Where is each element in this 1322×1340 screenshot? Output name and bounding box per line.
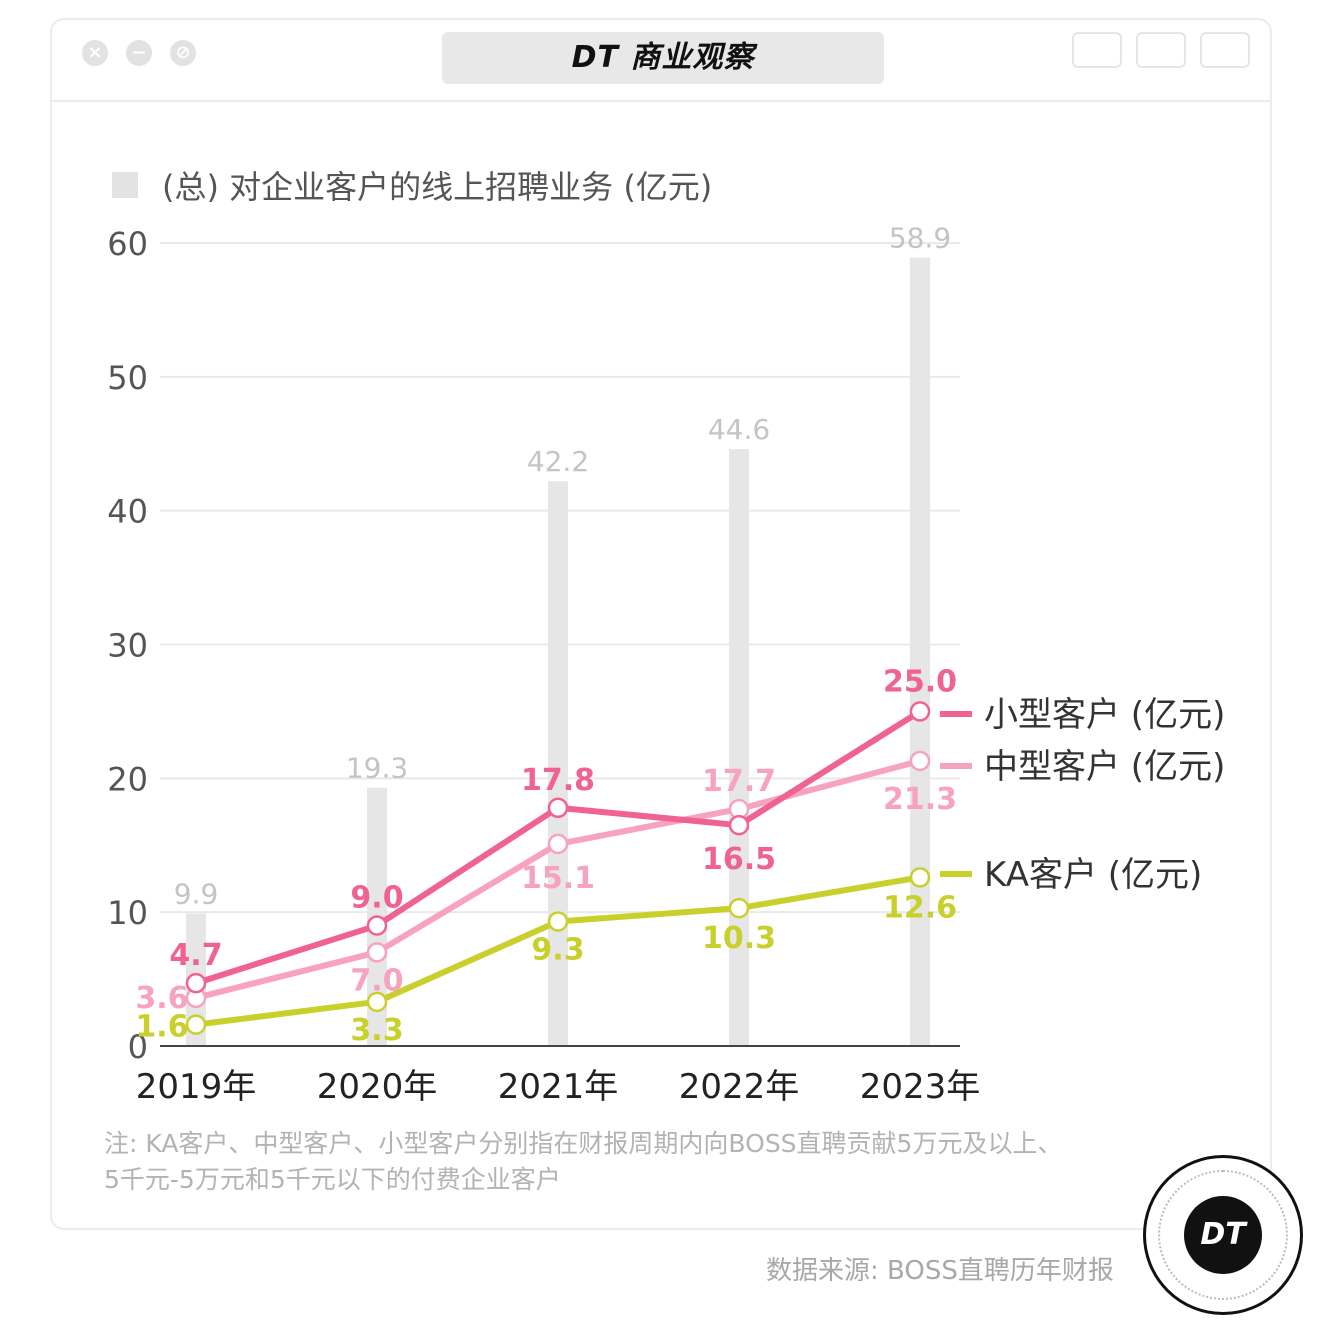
app-window: × − ⊘ DT 商业观察 bbox=[50, 18, 1272, 1230]
small-point bbox=[185, 972, 207, 994]
ka-legend-label: KA客户 (亿元) bbox=[984, 855, 1202, 895]
small-point bbox=[366, 915, 388, 936]
medium-value-label: 17.7 bbox=[702, 764, 776, 799]
minimize-icon[interactable]: − bbox=[126, 40, 152, 66]
medium-point bbox=[366, 942, 388, 963]
ka-value-label: 12.6 bbox=[883, 890, 957, 925]
bar-value-label: 58.9 bbox=[889, 222, 951, 255]
medium-point bbox=[909, 750, 931, 772]
y-tick-label: 30 bbox=[107, 627, 148, 665]
ka-point bbox=[185, 1014, 207, 1035]
small-value-label: 25.0 bbox=[883, 664, 957, 699]
window-title: DT 商业观察 bbox=[442, 32, 884, 84]
ka-value-label: 9.3 bbox=[531, 933, 584, 968]
y-tick-label: 50 bbox=[107, 359, 148, 397]
ka-point bbox=[909, 867, 931, 888]
medium-value-label: 7.0 bbox=[350, 963, 403, 998]
y-tick-label: 40 bbox=[107, 493, 148, 531]
data-source: 数据来源: BOSS直聘历年财报 bbox=[766, 1256, 1114, 1286]
y-tick-label: 60 bbox=[107, 225, 148, 263]
small-value-label: 17.8 bbox=[521, 763, 595, 798]
small-value-label: 9.0 bbox=[350, 881, 403, 916]
bar-value-label: 44.6 bbox=[708, 413, 770, 446]
small-legend-label: 小型客户 (亿元) bbox=[984, 695, 1225, 735]
y-tick-label: 20 bbox=[107, 760, 148, 798]
bar-legend-swatch bbox=[112, 172, 138, 198]
dt-logo-badge: DT bbox=[1143, 1155, 1303, 1315]
medium-point bbox=[547, 833, 569, 855]
ka-value-label: 10.3 bbox=[702, 921, 776, 956]
maximize-icon[interactable]: ⊘ bbox=[170, 40, 196, 66]
chart-note: 注: KA客户、中型客户、小型客户分别指在财报周期内向BOSS直聘贡献5万元及以… bbox=[104, 1126, 1062, 1198]
bar-value-label: 42.2 bbox=[527, 445, 589, 478]
ka-point bbox=[366, 991, 388, 1013]
small-value-label: 16.5 bbox=[702, 842, 776, 877]
ka-value-label: 1.6 bbox=[135, 1010, 188, 1045]
ka-value-label: 3.3 bbox=[350, 1013, 403, 1048]
y-tick-label: 10 bbox=[107, 894, 148, 932]
bar bbox=[729, 449, 749, 1046]
title-bar: × − ⊘ DT 商业观察 bbox=[52, 20, 1270, 102]
bar-value-label: 19.3 bbox=[346, 752, 408, 785]
dt-logo: DT bbox=[1184, 1196, 1262, 1274]
window-copy-icon[interactable] bbox=[1200, 32, 1250, 68]
small-point bbox=[547, 797, 569, 819]
small-value-label: 4.7 bbox=[169, 938, 222, 973]
badge-ring bbox=[1158, 1170, 1288, 1300]
small-point bbox=[909, 701, 931, 722]
x-tick-label: 2023年 bbox=[860, 1067, 981, 1107]
y-tick-label: 0 bbox=[128, 1028, 148, 1066]
x-tick-label: 2019年 bbox=[136, 1067, 257, 1107]
share-icon[interactable] bbox=[1136, 32, 1186, 68]
medium-legend-label: 中型客户 (亿元) bbox=[984, 747, 1225, 787]
bar-value-label: 9.9 bbox=[174, 878, 219, 911]
x-tick-label: 2022年 bbox=[679, 1067, 800, 1107]
record-icon[interactable] bbox=[1072, 32, 1122, 68]
note-line-2: 5千元-5万元和5千元以下的付费企业客户 bbox=[104, 1165, 561, 1194]
medium-value-label: 21.3 bbox=[883, 782, 957, 817]
bar-legend-label: (总) 对企业客户的线上招聘业务 (亿元) bbox=[162, 168, 713, 206]
bar bbox=[910, 257, 930, 1046]
x-tick-label: 2021年 bbox=[498, 1067, 619, 1107]
close-icon[interactable]: × bbox=[82, 40, 108, 66]
small-point bbox=[728, 814, 750, 836]
note-line-1: 注: KA客户、中型客户、小型客户分别指在财报周期内向BOSS直聘贡献5万元及以… bbox=[104, 1129, 1063, 1158]
medium-value-label: 15.1 bbox=[521, 861, 595, 896]
ka-point bbox=[728, 897, 750, 919]
x-tick-label: 2020年 bbox=[317, 1067, 438, 1107]
bar bbox=[548, 481, 568, 1046]
ka-point bbox=[547, 911, 569, 932]
medium-value-label: 3.6 bbox=[135, 981, 188, 1016]
